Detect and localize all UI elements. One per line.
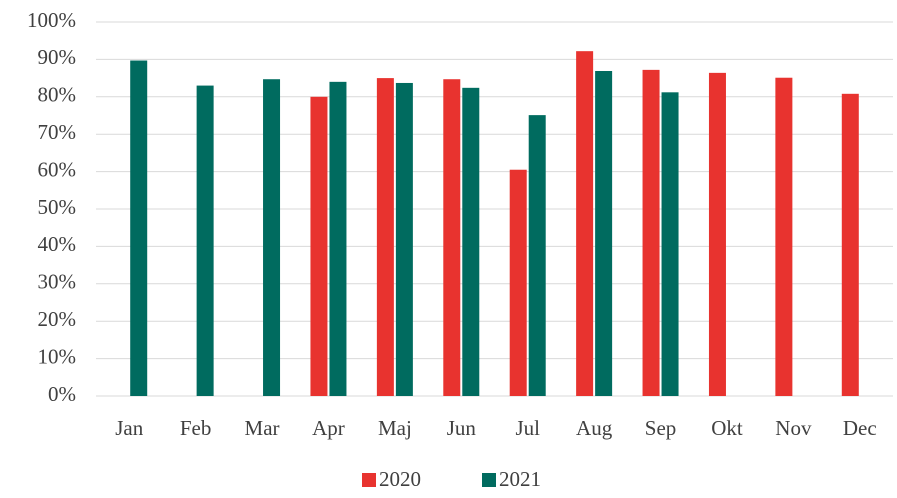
y-tick-label: 30% [38, 270, 77, 294]
y-tick-label: 20% [38, 307, 77, 331]
bar [462, 87, 480, 396]
bar [196, 85, 214, 396]
x-tick-label: Jun [447, 416, 477, 440]
y-tick-label: 100% [27, 8, 76, 32]
bar [130, 60, 148, 396]
x-tick-label: Aug [576, 416, 613, 440]
x-tick-label: Maj [378, 416, 412, 440]
y-tick-label: 80% [38, 83, 77, 107]
legend-swatch [482, 473, 496, 487]
bar [661, 92, 679, 396]
bar [595, 70, 613, 396]
x-tick-label: Jul [515, 416, 540, 440]
bar [443, 79, 461, 397]
bar [775, 77, 793, 396]
y-tick-label: 40% [38, 232, 77, 256]
legend-swatch [362, 473, 376, 487]
y-tick-label: 60% [38, 157, 77, 181]
x-tick-label: Sep [645, 416, 677, 440]
bar [310, 96, 328, 397]
bar [642, 69, 660, 396]
x-tick-label: Okt [711, 416, 743, 440]
y-tick-label: 70% [38, 120, 77, 144]
bar [509, 169, 527, 396]
legend-label: 2021 [499, 467, 541, 491]
bar [528, 115, 546, 396]
y-tick-label: 0% [48, 382, 76, 406]
y-tick-label: 50% [38, 195, 77, 219]
x-tick-label: Feb [180, 416, 212, 440]
y-tick-label: 90% [38, 45, 77, 69]
legend-label: 2020 [379, 467, 421, 491]
bar [841, 93, 859, 397]
x-tick-label: Mar [245, 416, 280, 440]
bar [395, 82, 413, 396]
x-tick-label: Apr [312, 416, 345, 440]
bar [329, 81, 347, 396]
x-tick-label: Jan [115, 416, 143, 440]
x-tick-label: Dec [843, 416, 877, 440]
bar [708, 72, 726, 396]
bar [376, 78, 394, 396]
bar [576, 51, 594, 397]
bar [263, 79, 281, 397]
x-tick-label: Nov [775, 416, 812, 440]
y-tick-label: 10% [38, 344, 77, 368]
